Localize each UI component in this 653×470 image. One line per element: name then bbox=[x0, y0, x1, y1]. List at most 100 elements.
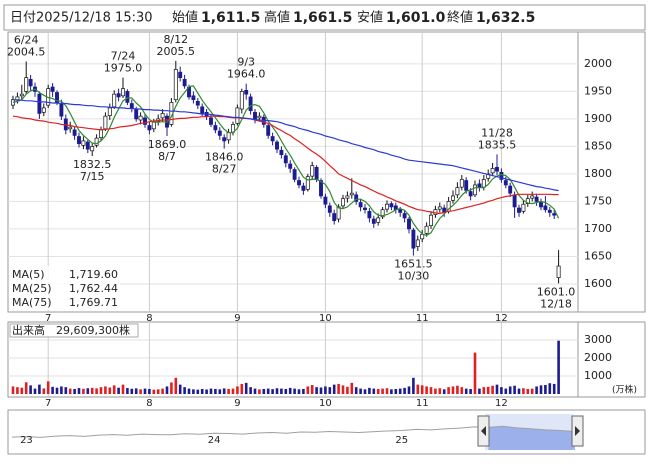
candle-body bbox=[464, 180, 469, 191]
volume-bar bbox=[385, 388, 389, 394]
candle-body bbox=[512, 194, 517, 208]
volume-bar bbox=[117, 387, 120, 394]
x-tick-label: 11 bbox=[416, 313, 429, 324]
volume-bar bbox=[231, 388, 235, 394]
candle-body bbox=[539, 202, 543, 208]
header: 日付 2025/12/18 15:30 bbox=[10, 11, 153, 26]
volume-bar bbox=[262, 388, 266, 394]
candle-body bbox=[143, 117, 147, 125]
candle-body bbox=[50, 86, 55, 92]
volume-bar bbox=[464, 388, 468, 394]
volume-bar bbox=[178, 384, 182, 394]
candle-body bbox=[385, 203, 389, 210]
candle-body bbox=[77, 136, 81, 145]
volume-bar bbox=[491, 385, 494, 394]
volume-bar bbox=[420, 385, 424, 394]
volume-bar bbox=[535, 386, 538, 394]
volume-bar bbox=[526, 388, 530, 394]
volume-bar bbox=[412, 377, 415, 394]
header-box bbox=[3, 4, 646, 31]
volume-bar bbox=[99, 387, 103, 394]
annotation-date: 8/7 bbox=[158, 150, 176, 163]
volume-bar bbox=[218, 389, 222, 394]
candle-body bbox=[473, 184, 477, 196]
main-panel bbox=[7, 31, 646, 313]
volume-bar bbox=[288, 387, 292, 394]
annotation-price: 1832.5 bbox=[73, 158, 112, 171]
volume-bar bbox=[38, 384, 41, 394]
volume-bar bbox=[376, 388, 380, 394]
candle-body bbox=[19, 93, 24, 97]
y-tick-label: 1800 bbox=[584, 167, 612, 180]
volume-bar bbox=[134, 388, 138, 394]
volume-bar bbox=[227, 388, 230, 394]
volume-bar bbox=[508, 386, 512, 394]
candle-body bbox=[116, 93, 121, 98]
x-tick-label: 12 bbox=[495, 313, 508, 324]
candle-body bbox=[209, 117, 213, 125]
volume-bar bbox=[139, 389, 142, 394]
candle-body bbox=[459, 179, 464, 188]
candle-body bbox=[297, 180, 301, 186]
annotation-date: 11/28 bbox=[481, 126, 513, 139]
candle-body bbox=[323, 196, 328, 205]
volume-bar bbox=[11, 386, 15, 394]
volume-bar bbox=[244, 382, 248, 394]
volume-bar bbox=[95, 388, 98, 394]
candle-body bbox=[253, 111, 257, 120]
ma-line bbox=[12, 99, 559, 192]
annotation-date: 7/24 bbox=[111, 50, 136, 63]
header-value: 1,661.5 bbox=[293, 10, 352, 26]
candle-body bbox=[301, 185, 306, 191]
y-tick-label: 1600 bbox=[584, 277, 612, 290]
x-tick-label: 9 bbox=[234, 398, 240, 409]
volume-bar bbox=[522, 388, 525, 394]
candle-body bbox=[314, 166, 319, 180]
volume-bar bbox=[293, 388, 296, 394]
candle-body bbox=[147, 125, 152, 131]
candle-body bbox=[508, 185, 513, 194]
header-value: 1,601.0 bbox=[386, 10, 446, 26]
candle-body bbox=[371, 218, 376, 224]
candle-body bbox=[103, 115, 108, 130]
candle-body bbox=[424, 225, 429, 234]
y-tick-label: 3000 bbox=[584, 333, 612, 346]
candle-body bbox=[24, 77, 29, 92]
volume-bar bbox=[121, 384, 125, 394]
volume-bar bbox=[557, 340, 560, 394]
volume-bar bbox=[495, 384, 499, 394]
candle-body bbox=[288, 163, 293, 169]
volume-total: 29,609,300株 bbox=[56, 323, 130, 337]
volume-unit: (万株) bbox=[612, 384, 637, 396]
candle-body bbox=[59, 103, 64, 117]
volume-label: 出来高 bbox=[12, 323, 45, 337]
volume-bar bbox=[90, 387, 94, 394]
navigator-label: 23 bbox=[20, 435, 33, 446]
x-tick-label: 8 bbox=[146, 313, 152, 324]
volume-bar bbox=[539, 385, 543, 394]
volume-bar bbox=[60, 386, 63, 394]
volume-bar bbox=[500, 387, 503, 394]
annotation-date: 7/15 bbox=[80, 170, 105, 183]
volume-bar bbox=[359, 388, 362, 394]
annotation-price: 1964.0 bbox=[227, 68, 266, 81]
candle-body bbox=[499, 171, 504, 180]
candle-body bbox=[244, 89, 249, 95]
candle-body bbox=[455, 187, 460, 196]
candle-body bbox=[547, 209, 552, 213]
volume-bar bbox=[192, 389, 195, 394]
candle-body bbox=[349, 192, 354, 196]
volume-bar bbox=[442, 389, 446, 394]
annotation-date: 10/30 bbox=[398, 270, 430, 283]
candle-body bbox=[182, 78, 187, 87]
volume-bar bbox=[130, 388, 134, 394]
volume-bar bbox=[315, 387, 318, 394]
legend-value: 1,719.60 bbox=[69, 268, 118, 281]
volume-bar bbox=[416, 384, 420, 394]
y-tick-label: 2000 bbox=[584, 351, 612, 364]
volume-bar bbox=[337, 383, 340, 394]
volume-bar bbox=[350, 382, 354, 394]
volume-bar bbox=[302, 388, 305, 394]
volume-bar bbox=[341, 385, 345, 394]
